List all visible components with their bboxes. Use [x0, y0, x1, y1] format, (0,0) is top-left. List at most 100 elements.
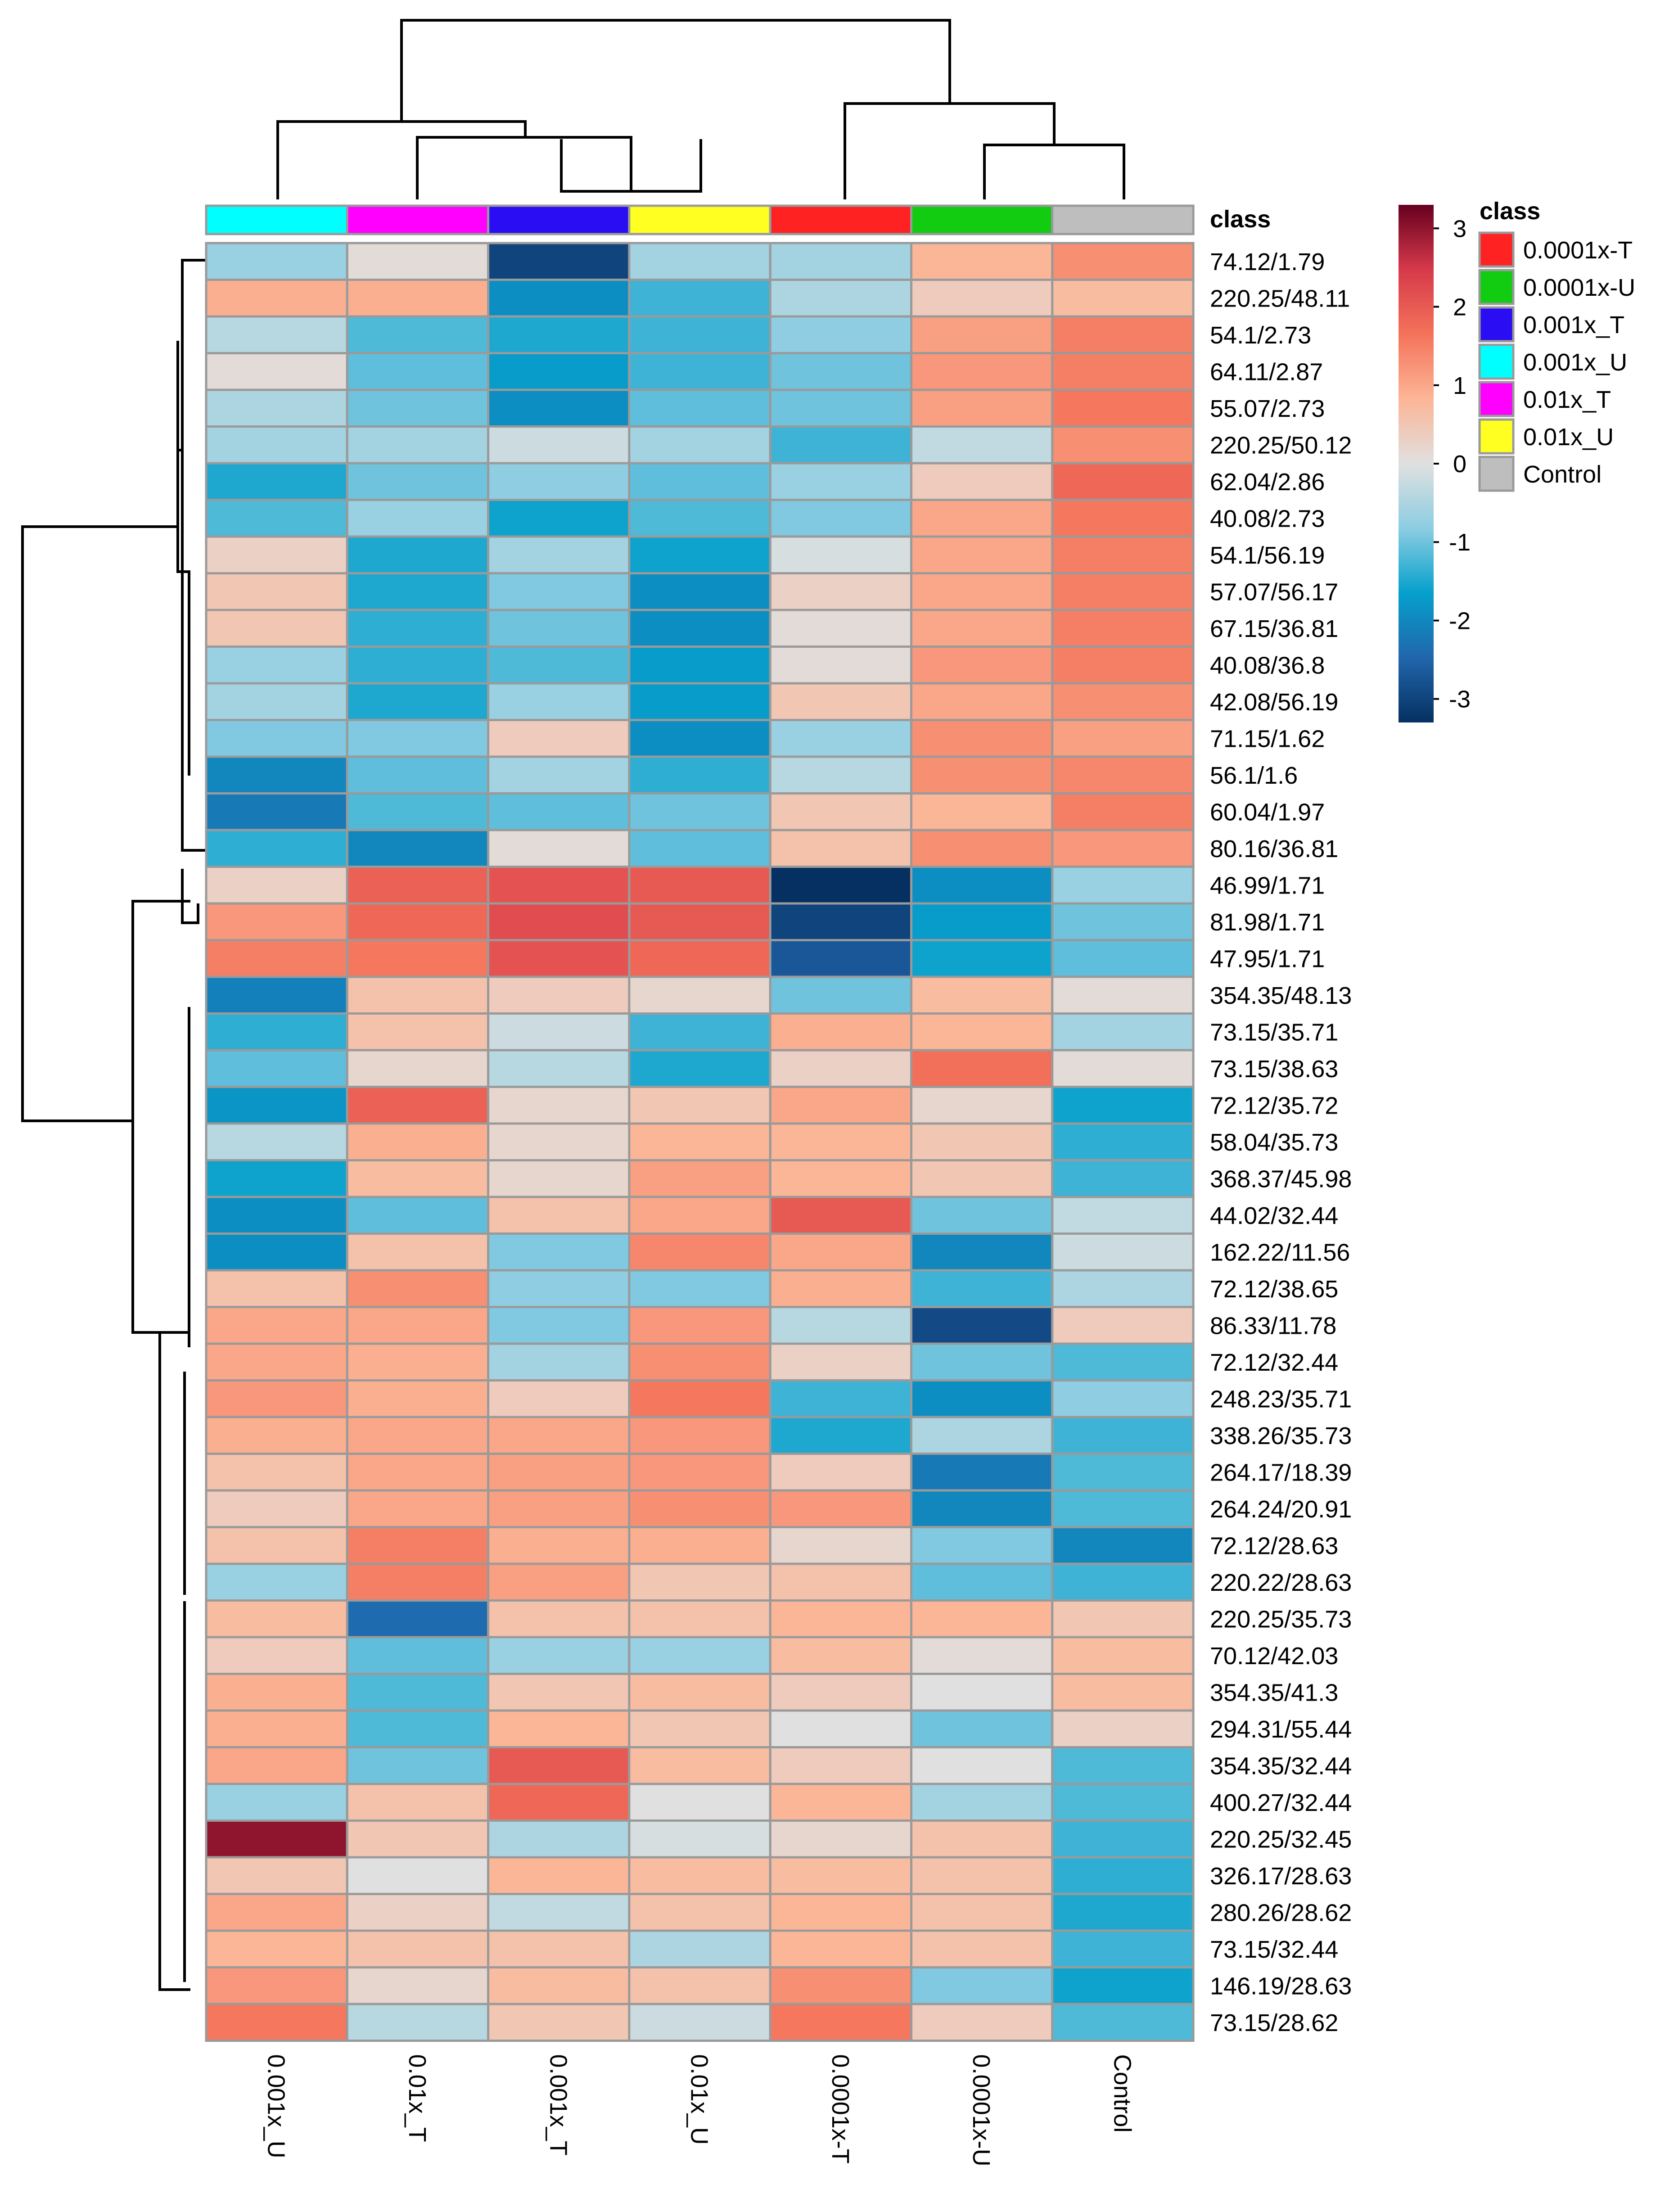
column-label: 0.001x_T	[545, 2054, 572, 2156]
row-label: 74.12/1.79	[1210, 248, 1325, 275]
heatmap-cell	[1051, 1453, 1195, 1492]
heatmap-cell	[487, 388, 631, 428]
heatmap-cell	[628, 1049, 772, 1088]
heatmap-cell	[910, 1893, 1054, 1932]
heatmap-cell	[205, 1232, 348, 1272]
row-label: 220.22/28.63	[1210, 1569, 1352, 1596]
heatmap-cell	[910, 1599, 1054, 1639]
heatmap-cell	[205, 646, 348, 685]
row-label: 81.98/1.71	[1210, 909, 1325, 936]
heatmap-cell	[487, 2003, 631, 2042]
heatmap-cell	[769, 315, 912, 354]
heatmap-cell	[769, 1893, 912, 1932]
heatmap-cell	[205, 1673, 348, 1712]
row-label: 220.25/48.11	[1210, 285, 1350, 312]
heatmap-cell	[1051, 1269, 1195, 1308]
heatmap-cell	[628, 1599, 772, 1639]
row-label: 220.25/32.45	[1210, 1826, 1352, 1853]
heatmap-cell	[769, 1196, 912, 1235]
heatmap-cell	[346, 425, 490, 465]
heatmap-cell	[769, 1416, 912, 1455]
heatmap-cell	[346, 499, 490, 538]
heatmap-cell	[346, 1232, 490, 1272]
heatmap-cell	[769, 1929, 912, 1968]
heatmap-cell	[205, 682, 348, 721]
row-label: 220.25/35.73	[1210, 1606, 1352, 1633]
heatmap-cell	[346, 1159, 490, 1198]
heatmap-cell	[487, 425, 631, 465]
column-label: 0.001x_U	[263, 2054, 290, 2158]
heatmap-cell	[910, 1159, 1054, 1198]
heatmap-cell	[769, 2003, 912, 2042]
row-label: 264.24/20.91	[1210, 1496, 1352, 1523]
heatmap-cell	[628, 1709, 772, 1748]
heatmap-cell	[205, 1526, 348, 1565]
heatmap-cell	[1051, 462, 1195, 501]
heatmap-cell	[1051, 1709, 1195, 1748]
heatmap-cell	[769, 1489, 912, 1528]
heatmap-cell	[205, 902, 348, 941]
row-label: 64.11/2.87	[1210, 358, 1323, 385]
heatmap-cell	[205, 1636, 348, 1675]
heatmap-cell	[628, 1416, 772, 1455]
heatmap-cell	[205, 1489, 348, 1528]
heatmap-cell	[487, 1819, 631, 1859]
color-scale-tick-label: 3	[1453, 215, 1466, 242]
row-label: 162.22/11.56	[1210, 1239, 1350, 1266]
class-annotation-bar	[205, 204, 1195, 235]
heatmap-cell	[1051, 1012, 1195, 1052]
heatmap-cell	[769, 388, 912, 428]
heatmap-cell	[910, 1966, 1054, 2005]
heatmap-cell	[205, 1893, 348, 1932]
heatmap-cell	[205, 315, 348, 354]
heatmap-cell	[1051, 1783, 1195, 1822]
heatmap-cell	[910, 1342, 1054, 1381]
heatmap-cell	[346, 462, 490, 501]
heatmap-cell	[205, 2003, 348, 2042]
heatmap-cell	[346, 2003, 490, 2042]
heatmap-cell	[487, 1636, 631, 1675]
heatmap-cell	[628, 1306, 772, 1345]
heatmap-cell	[910, 866, 1054, 905]
heatmap-cell	[910, 1856, 1054, 1895]
heatmap-cell	[628, 939, 772, 978]
class-legend-label: 0.001x_T	[1523, 311, 1624, 339]
heatmap-cell	[910, 792, 1054, 831]
color-scale-bar	[1399, 205, 1434, 722]
heatmap-cell	[487, 1122, 631, 1161]
heatmap-cell	[487, 315, 631, 354]
heatmap-cell	[205, 1159, 348, 1198]
annotation-cell	[346, 204, 490, 235]
heatmap-cell	[769, 1856, 912, 1895]
heatmap-cell	[628, 682, 772, 721]
heatmap-cell	[1051, 719, 1195, 758]
heatmap-cell	[1051, 1159, 1195, 1198]
heatmap-cell	[628, 792, 772, 831]
class-legend-label: Control	[1523, 461, 1602, 488]
heatmap-cell	[205, 1966, 348, 2005]
heatmap-cell	[1051, 388, 1195, 428]
row-label: 58.04/35.73	[1210, 1129, 1338, 1156]
heatmap-cell	[769, 1819, 912, 1859]
heatmap-cell	[1051, 1416, 1195, 1455]
heatmap-cell	[205, 1709, 348, 1748]
heatmap-cell	[769, 719, 912, 758]
heatmap-cell	[205, 975, 348, 1015]
class-legend-title: class	[1480, 198, 1540, 225]
class-legend-swatch	[1478, 306, 1515, 343]
row-label: 86.33/11.78	[1210, 1312, 1336, 1339]
column-label: 0.01x_T	[404, 2054, 431, 2142]
heatmap-cell	[628, 462, 772, 501]
heatmap-cell	[1051, 279, 1195, 318]
heatmap-cell	[346, 1966, 490, 2005]
heatmap-cell	[346, 242, 490, 281]
heatmap-cell	[205, 1049, 348, 1088]
heatmap-cell	[487, 866, 631, 905]
heatmap-cell	[487, 242, 631, 281]
class-legend-swatch	[1478, 418, 1515, 455]
heatmap-cell	[910, 1673, 1054, 1712]
heatmap-cell	[769, 499, 912, 538]
heatmap-cell	[487, 1269, 631, 1308]
heatmap-cell	[1051, 1489, 1195, 1528]
heatmap-cell	[628, 1489, 772, 1528]
